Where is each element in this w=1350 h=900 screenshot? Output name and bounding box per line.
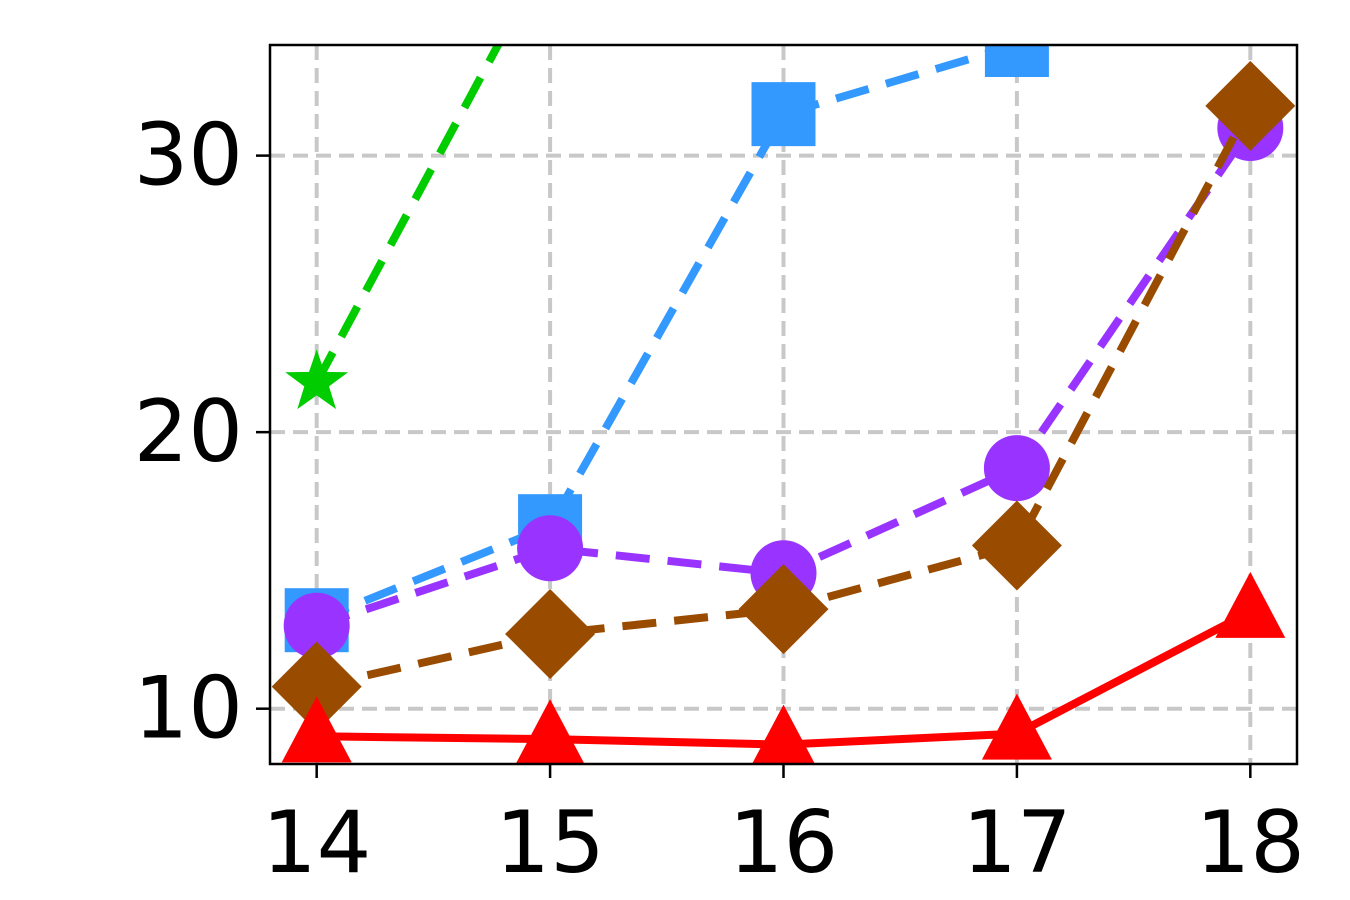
circle-marker: [517, 515, 584, 582]
triangle-marker: [515, 699, 585, 764]
x-tick-label: 16: [729, 793, 838, 893]
y-tick-label: 10: [134, 659, 243, 759]
circle-marker: [983, 435, 1050, 502]
y-tick-label: 20: [134, 382, 243, 482]
diamond-marker: [505, 589, 596, 680]
triangle-marker: [1215, 571, 1286, 638]
square-marker: [751, 82, 816, 147]
series-line: [315, 45, 1019, 624]
triangle-marker: [281, 696, 352, 763]
axes: 14 15 16 17 18 10 20 30: [134, 106, 1305, 893]
triangle-marker: [981, 693, 1052, 760]
series-4: [271, 60, 1296, 732]
series-line: [313, 45, 503, 385]
series-group: [271, 45, 1296, 764]
x-tick-label: 17: [962, 793, 1071, 893]
diamond-marker: [738, 564, 829, 655]
diamond-marker: [1205, 60, 1296, 151]
diamond-marker: [271, 641, 362, 732]
series-1: [285, 45, 503, 410]
circle-marker: [283, 592, 350, 659]
x-tick-label: 15: [495, 793, 604, 893]
triangle-marker: [752, 704, 815, 764]
diamond-marker: [971, 500, 1062, 591]
x-tick-label: 14: [262, 793, 371, 893]
square-marker: [984, 45, 1049, 77]
x-tick-label: 18: [1196, 793, 1305, 893]
series-5: [281, 571, 1286, 764]
star-marker: [285, 349, 349, 410]
y-tick-label: 30: [134, 106, 243, 206]
